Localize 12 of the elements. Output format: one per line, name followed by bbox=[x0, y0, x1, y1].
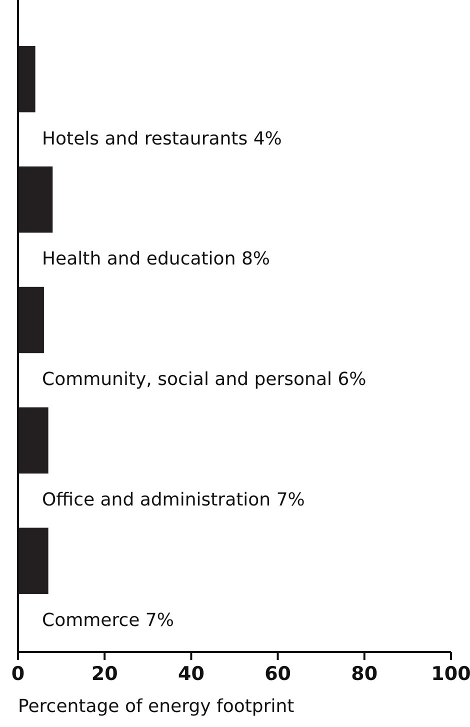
x-axis-title: Percentage of energy footprint bbox=[18, 696, 294, 717]
y-tick-label: Commerce 7% bbox=[42, 610, 174, 631]
x-tick-label: 80 bbox=[351, 663, 378, 685]
x-tick-label: 60 bbox=[264, 663, 292, 685]
y-tick-label: Hotels and restaurants 4% bbox=[42, 128, 282, 150]
x-tick-label: 0 bbox=[11, 663, 25, 685]
x-tick-label: 100 bbox=[431, 663, 470, 685]
y-tick-label: Community, social and personal 6% bbox=[42, 369, 366, 390]
x-tick-label: 20 bbox=[91, 663, 118, 685]
y-tick-label: Office and administration 7% bbox=[42, 490, 305, 511]
y-tick-label: Health and education 8% bbox=[42, 248, 270, 270]
x-tick-label: 40 bbox=[178, 663, 204, 685]
